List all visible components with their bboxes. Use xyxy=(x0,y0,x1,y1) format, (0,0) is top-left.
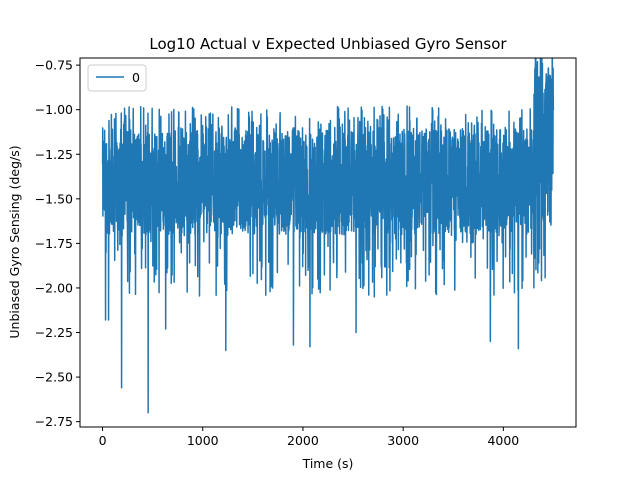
chart-title: Log10 Actual v Expected Unbiased Gyro Se… xyxy=(149,35,507,53)
y-axis-label: Unbiased Gyro Sensing (deg/s) xyxy=(7,145,22,338)
plot-area xyxy=(79,57,577,428)
series-line-0 xyxy=(101,58,555,414)
y-tick-label: −2.75 xyxy=(35,414,73,429)
y-tick-label: −2.00 xyxy=(35,280,73,295)
y-tick-label: −1.00 xyxy=(35,102,73,117)
y-axis: −2.75 −2.50 −2.25 −2.00 −1.75 −1.50 −1.25 −1.00… xyxy=(35,58,80,429)
x-tick-label: 1000 xyxy=(187,433,219,448)
y-tick-label: −1.25 xyxy=(35,147,73,162)
y-tick-label: −1.50 xyxy=(35,191,73,206)
x-axis: 0 1000 2000 3000 4000 xyxy=(99,427,519,448)
legend-box xyxy=(87,64,147,92)
y-tick-label: −1.75 xyxy=(35,236,73,251)
x-tick-label: 0 xyxy=(99,433,107,448)
y-tick-label: −2.50 xyxy=(35,370,73,385)
legend: 0 xyxy=(87,64,147,92)
x-tick-label: 4000 xyxy=(487,433,519,448)
x-axis-label: Time (s) xyxy=(302,456,354,471)
legend-label: 0 xyxy=(132,70,140,85)
y-tick-label: −0.75 xyxy=(35,58,73,73)
y-tick-label: −2.25 xyxy=(35,325,73,340)
x-tick-label: 2000 xyxy=(287,433,319,448)
plot-frame xyxy=(79,57,577,428)
x-tick-label: 3000 xyxy=(387,433,419,448)
series-layer xyxy=(101,58,555,414)
